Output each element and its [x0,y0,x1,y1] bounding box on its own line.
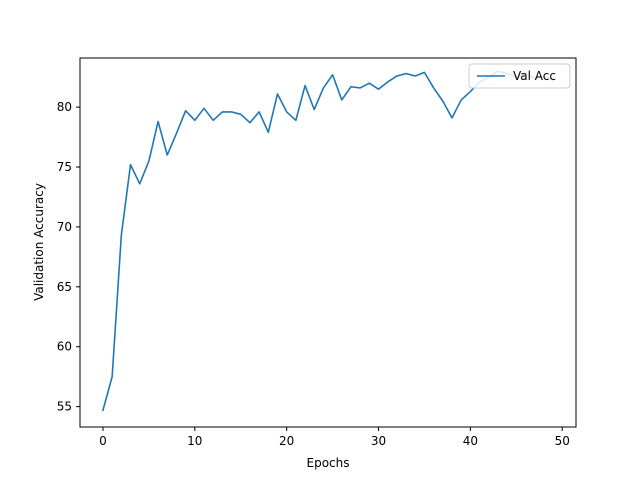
x-axis-label: Epochs [307,456,350,470]
x-tick-label: 10 [187,434,202,448]
y-tick-label: 65 [57,280,72,294]
x-tick-label: 40 [463,434,478,448]
legend-box [468,63,571,89]
y-tick-label: 55 [57,400,72,414]
y-tick-label: 60 [57,340,72,354]
legend-label-0: Val Acc [513,69,556,83]
x-tick-label: 20 [279,434,294,448]
y-axis-label: Validation Accuracy [32,183,46,301]
y-tick-label: 75 [57,160,72,174]
x-tick-label: 0 [99,434,107,448]
y-tick-label: 80 [57,100,72,114]
y-tick-label: 70 [57,220,72,234]
legend: Val Acc [468,63,571,89]
axes-frame [79,57,577,428]
x-tick-label: 50 [555,434,570,448]
x-tick-label: 30 [371,434,386,448]
y-axis-ticks: 55 60 65 70 75 80 [57,100,80,414]
x-axis-ticks: 0 10 20 30 40 50 [99,427,570,448]
